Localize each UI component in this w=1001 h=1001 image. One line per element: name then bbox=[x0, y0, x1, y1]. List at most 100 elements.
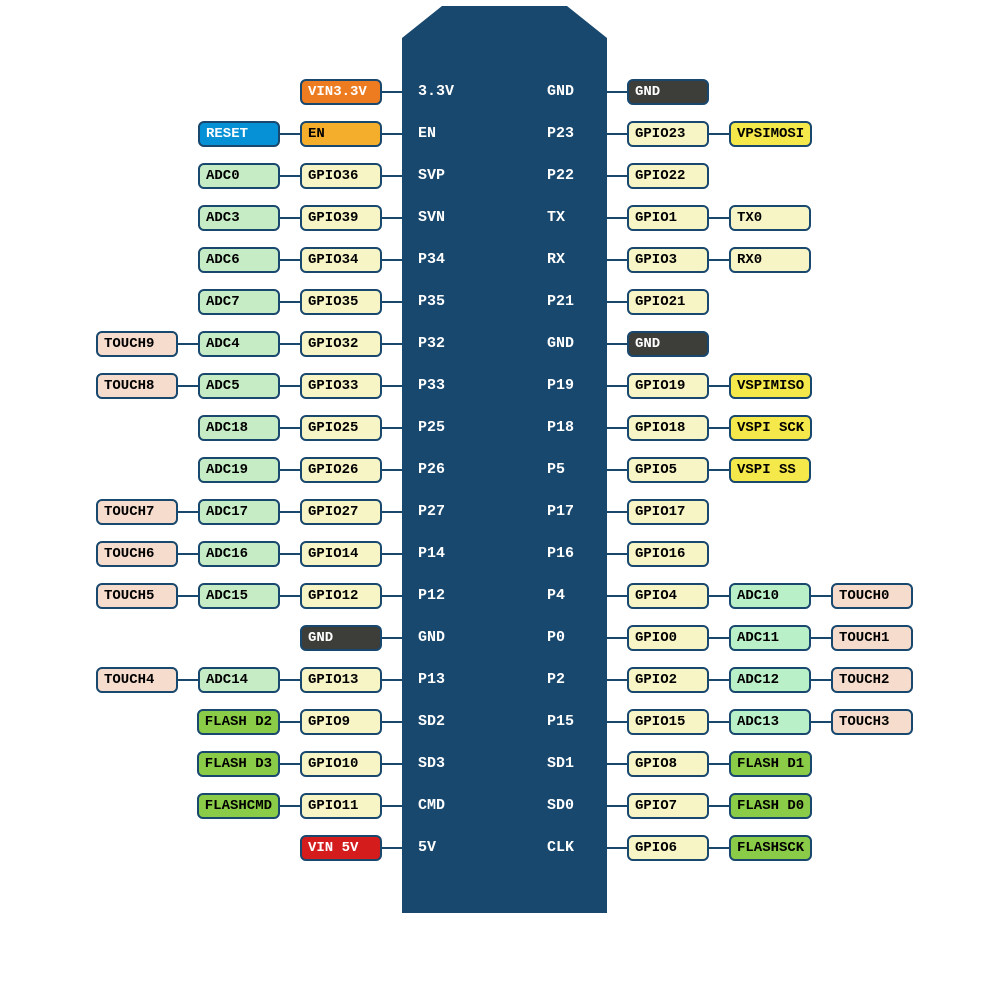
connector bbox=[280, 721, 300, 723]
connector bbox=[607, 721, 627, 723]
connector bbox=[607, 511, 627, 513]
pin-box: GPIO11 bbox=[300, 793, 382, 819]
pin-box: ADC7 bbox=[198, 289, 280, 315]
pin-row-left-7: GPIO33 ADC5 TOUCH8 bbox=[96, 373, 402, 399]
connector bbox=[382, 385, 402, 387]
pin-row-right-2: GPIO22 bbox=[607, 163, 709, 189]
chip-pin-label: P18 bbox=[539, 419, 599, 436]
pin-box: GPIO14 bbox=[300, 541, 382, 567]
pin-box: FLASH D3 bbox=[197, 751, 280, 777]
pin-box: ADC3 bbox=[198, 205, 280, 231]
pin-row-left-10: GPIO27ADC17TOUCH7 bbox=[96, 499, 402, 525]
connector bbox=[607, 847, 627, 849]
pin-box: TOUCH0 bbox=[831, 583, 913, 609]
chip-pin-label: P25 bbox=[410, 419, 470, 436]
connector bbox=[280, 805, 300, 807]
connector bbox=[280, 301, 300, 303]
pin-box: GPIO33 bbox=[300, 373, 382, 399]
pin-box: ADC5 bbox=[198, 373, 280, 399]
chip-pin-label: P26 bbox=[410, 461, 470, 478]
pin-box: FLASH D2 bbox=[197, 709, 280, 735]
pin-box: GPIO35 bbox=[300, 289, 382, 315]
chip-pin-label: CMD bbox=[410, 797, 470, 814]
pin-box: GPIO32 bbox=[300, 331, 382, 357]
connector bbox=[607, 259, 627, 261]
connector bbox=[382, 763, 402, 765]
chip-pin-label: P21 bbox=[539, 293, 599, 310]
pin-box: VPSIMOSI bbox=[729, 121, 812, 147]
chip-pin-label: 5V bbox=[410, 839, 470, 856]
connector bbox=[382, 91, 402, 93]
connector bbox=[607, 91, 627, 93]
pin-row-left-17: GPIO11 FLASHCMD bbox=[197, 793, 402, 819]
pin-box: GPIO25 bbox=[300, 415, 382, 441]
connector bbox=[709, 763, 729, 765]
connector bbox=[709, 679, 729, 681]
pin-box: GPIO15 bbox=[627, 709, 709, 735]
connector bbox=[607, 385, 627, 387]
chip-pin-label: P2 bbox=[539, 671, 599, 688]
pin-box: GPIO7 bbox=[627, 793, 709, 819]
chip-pin-label: P32 bbox=[410, 335, 470, 352]
connector bbox=[280, 511, 300, 513]
pin-row-left-13: GND bbox=[300, 625, 402, 651]
connector bbox=[709, 637, 729, 639]
chip-pin-label: P35 bbox=[410, 293, 470, 310]
connector bbox=[709, 595, 729, 597]
pin-box: GPIO2 bbox=[627, 667, 709, 693]
pin-box: GPIO19 bbox=[627, 373, 709, 399]
pin-box: GPIO16 bbox=[627, 541, 709, 567]
connector bbox=[709, 427, 729, 429]
pin-box: TOUCH6 bbox=[96, 541, 178, 567]
pin-box: FLASHCMD bbox=[197, 793, 280, 819]
chip-pin-label: P12 bbox=[410, 587, 470, 604]
connector bbox=[607, 595, 627, 597]
connector bbox=[382, 637, 402, 639]
pin-box: GPIO36 bbox=[300, 163, 382, 189]
connector bbox=[382, 175, 402, 177]
pin-box: GND bbox=[627, 331, 709, 357]
connector bbox=[280, 679, 300, 681]
pin-box: TOUCH8 bbox=[96, 373, 178, 399]
pin-row-right-13: GPIO0ADC11TOUCH1 bbox=[607, 625, 913, 651]
pin-box: GPIO0 bbox=[627, 625, 709, 651]
chip-pin-label: 3.3V bbox=[410, 83, 470, 100]
pin-row-left-1: ENRESET bbox=[198, 121, 402, 147]
pin-row-left-5: GPIO35 ADC7 bbox=[198, 289, 402, 315]
connector bbox=[607, 133, 627, 135]
pin-row-right-15: GPIO15ADC13TOUCH3 bbox=[607, 709, 913, 735]
chip-pin-label: GND bbox=[539, 335, 599, 352]
pin-box: ADC14 bbox=[198, 667, 280, 693]
pin-box: ADC17 bbox=[198, 499, 280, 525]
pin-box: VSPIMISO bbox=[729, 373, 812, 399]
pin-box: TOUCH2 bbox=[831, 667, 913, 693]
pin-box: RESET bbox=[198, 121, 280, 147]
pin-box: GPIO21 bbox=[627, 289, 709, 315]
pin-box: ADC10 bbox=[729, 583, 811, 609]
connector bbox=[709, 847, 729, 849]
pin-box: ADC18 bbox=[198, 415, 280, 441]
pin-row-left-14: GPIO13ADC14TOUCH4 bbox=[96, 667, 402, 693]
chip-pin-label: SD0 bbox=[539, 797, 599, 814]
pin-box: GPIO23 bbox=[627, 121, 709, 147]
pin-box: GPIO10 bbox=[300, 751, 382, 777]
chip-pin-label: P4 bbox=[539, 587, 599, 604]
chip-pin-label: P15 bbox=[539, 713, 599, 730]
pin-box: GPIO1 bbox=[627, 205, 709, 231]
pin-box: TOUCH4 bbox=[96, 667, 178, 693]
connector bbox=[811, 721, 831, 723]
chip-pin-label: P23 bbox=[539, 125, 599, 142]
pin-row-left-6: GPIO32ADC4TOUCH9 bbox=[96, 331, 402, 357]
connector bbox=[607, 427, 627, 429]
connector bbox=[280, 763, 300, 765]
pin-row-right-18: GPIO6FLASHSCK bbox=[607, 835, 812, 861]
pin-box: GPIO9 bbox=[300, 709, 382, 735]
pin-row-left-2: GPIO36ADC0 bbox=[198, 163, 402, 189]
chip-pin-label: P19 bbox=[539, 377, 599, 394]
connector bbox=[709, 385, 729, 387]
connector bbox=[607, 763, 627, 765]
pin-box: TOUCH9 bbox=[96, 331, 178, 357]
connector bbox=[382, 469, 402, 471]
pin-row-right-16: GPIO8FLASH D1 bbox=[607, 751, 812, 777]
pin-box: FLASH D0 bbox=[729, 793, 812, 819]
